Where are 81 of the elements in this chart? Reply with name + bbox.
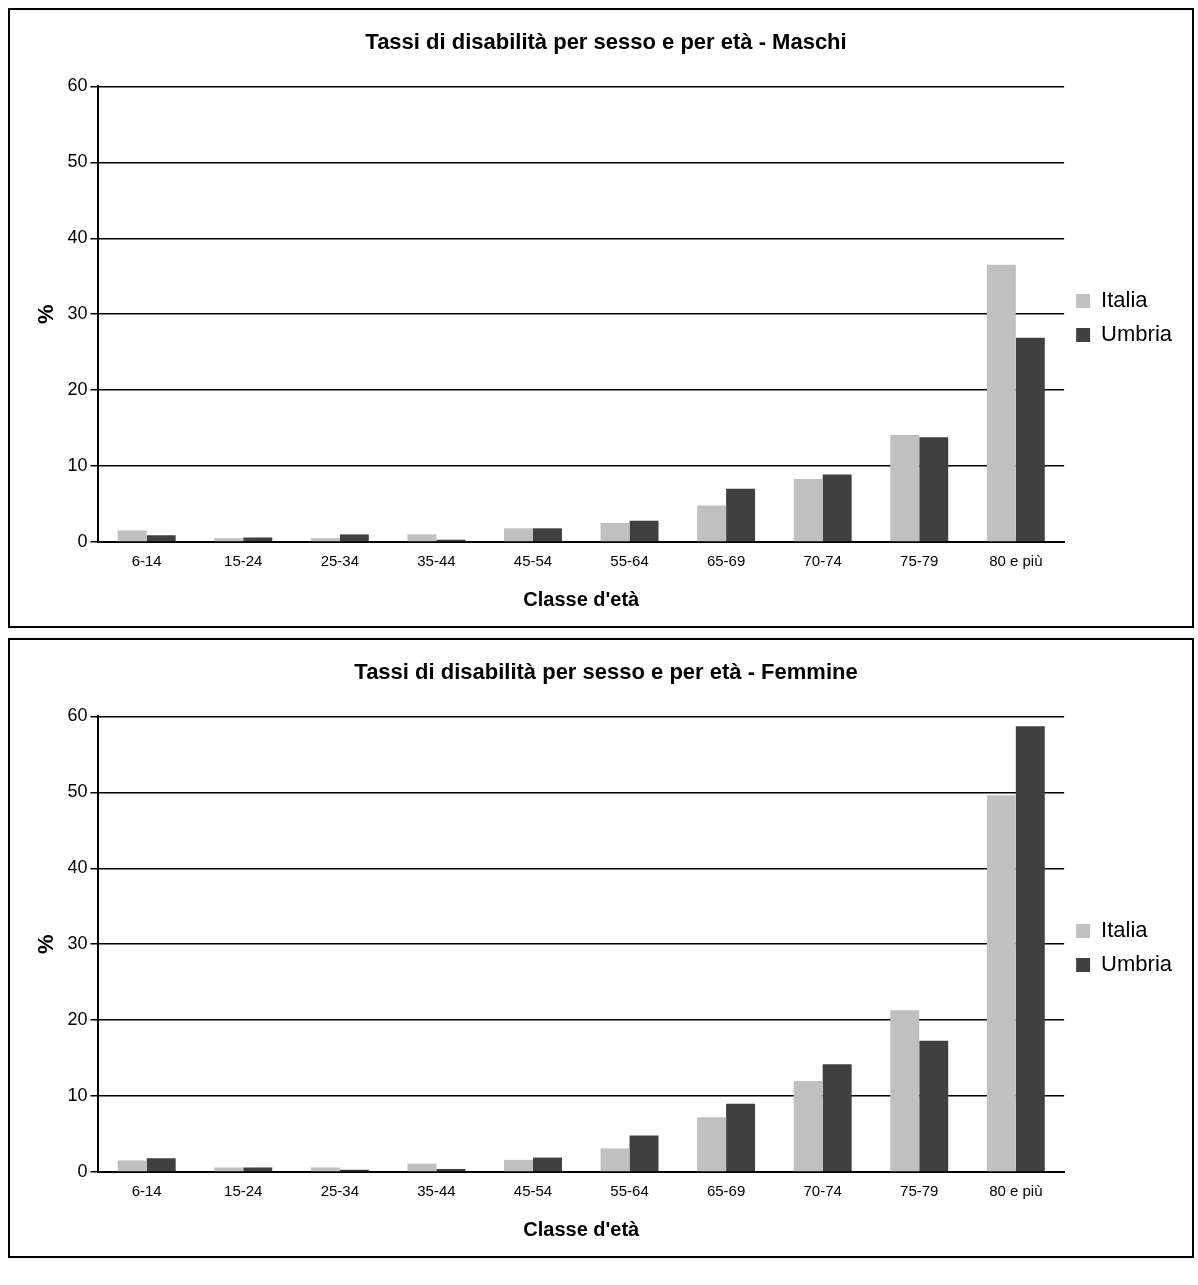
bar	[793, 478, 823, 542]
bar	[243, 537, 273, 542]
bar	[504, 1159, 533, 1172]
bar	[919, 437, 949, 542]
bar	[310, 538, 340, 542]
bar	[146, 1158, 176, 1172]
x-tick-label: 25-34	[320, 1182, 360, 1200]
x-tick-label: 70-74	[803, 552, 842, 570]
bar	[214, 538, 244, 542]
bar	[504, 528, 533, 542]
y-tick-label: 20	[67, 1009, 88, 1030]
legend-label: Umbria	[1101, 951, 1173, 977]
x-tick-label: 75-79	[900, 552, 939, 570]
x-tick-label: 80 e più	[989, 1182, 1043, 1200]
x-tick-label: 75-79	[900, 1182, 939, 1200]
bar	[243, 1167, 273, 1172]
bar	[214, 1167, 244, 1172]
y-tick-label: 40	[67, 227, 88, 248]
x-tick-label: 15-24	[224, 552, 263, 570]
bar	[600, 1148, 630, 1172]
x-tick-label: 55-64	[610, 552, 649, 570]
bar	[986, 264, 1016, 542]
x-tick-label: 70-74	[803, 1182, 842, 1200]
x-tick-label: 6-14	[131, 552, 162, 570]
bar	[600, 523, 630, 542]
y-tick-label: 20	[67, 379, 88, 400]
bar	[532, 528, 562, 542]
bar	[629, 1135, 659, 1172]
x-tick-label: 6-14	[131, 1182, 162, 1200]
bar	[919, 1040, 949, 1172]
legend-label: Italia	[1101, 917, 1149, 943]
y-tick-label: 60	[67, 75, 88, 96]
bar	[629, 520, 659, 542]
x-tick-label: 35-44	[417, 1182, 456, 1200]
x-tick-label: 35-44	[417, 552, 456, 570]
y-axis-title: %	[33, 304, 59, 324]
x-tick-label: 25-34	[320, 552, 360, 570]
bar	[986, 795, 1016, 1172]
bar	[146, 535, 176, 542]
y-tick-label: 50	[67, 781, 88, 802]
y-axis-title: %	[33, 934, 59, 954]
bar	[822, 1064, 852, 1172]
x-tick-label: 45-54	[513, 552, 553, 570]
bar	[697, 1117, 727, 1172]
y-tick-label: 10	[67, 455, 88, 476]
bar	[822, 474, 852, 542]
bar	[532, 1157, 562, 1172]
bar	[407, 1163, 437, 1172]
y-tick-label: 40	[67, 857, 88, 878]
bar	[793, 1080, 823, 1172]
y-tick-label: 30	[67, 933, 88, 954]
x-axis-title: Classe d'età	[523, 1217, 641, 1240]
x-tick-label: 65-69	[706, 1182, 746, 1200]
y-tick-label: 60	[67, 705, 88, 726]
y-tick-label: 10	[67, 1085, 88, 1106]
bar	[117, 530, 147, 542]
bar	[117, 1160, 147, 1172]
x-tick-label: 45-54	[513, 1182, 553, 1200]
bar	[890, 434, 920, 542]
bar	[726, 1103, 756, 1172]
legend-label: Italia	[1101, 287, 1149, 313]
chart-title: Tassi di disabilità per sesso e per età - Femmine	[354, 659, 858, 685]
y-tick-label: 50	[67, 151, 88, 172]
x-tick-label: 80 e più	[989, 552, 1043, 570]
chart-title: Tassi di disabilità per sesso e per età - Maschi	[365, 29, 847, 55]
bar	[1015, 337, 1045, 542]
bar	[407, 534, 437, 542]
bar	[890, 1010, 920, 1172]
bar	[697, 505, 727, 542]
bar	[339, 534, 369, 542]
legend-label: Umbria	[1101, 321, 1173, 347]
bar	[1015, 726, 1045, 1172]
bar	[726, 488, 756, 542]
y-tick-label: 30	[67, 303, 88, 324]
x-tick-label: 15-24	[224, 1182, 263, 1200]
y-tick-label: 0	[77, 1160, 88, 1181]
bar	[310, 1167, 340, 1172]
x-axis-title: Classe d'età	[523, 587, 641, 610]
x-tick-label: 55-64	[610, 1182, 649, 1200]
x-tick-label: 65-69	[706, 552, 746, 570]
y-tick-label: 0	[77, 530, 88, 551]
